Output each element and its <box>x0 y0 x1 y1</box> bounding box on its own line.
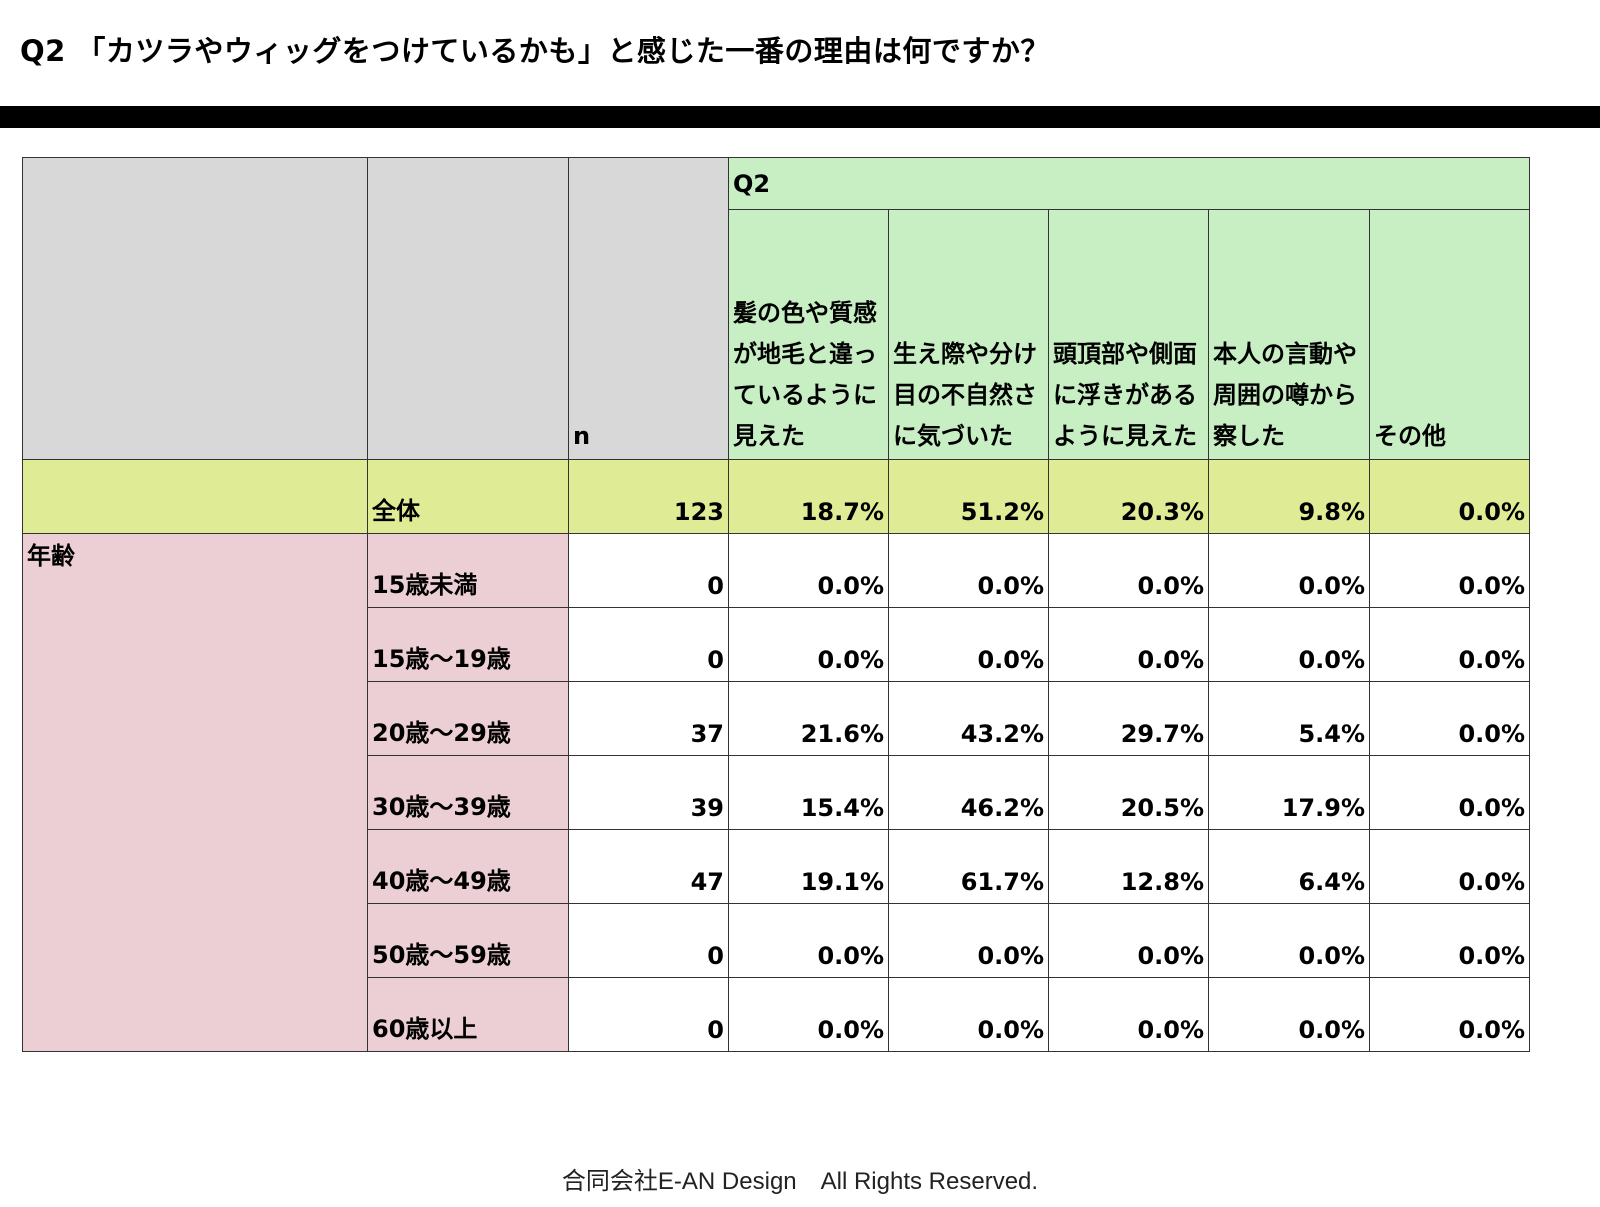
copyright-footer: 合同会社E-AN Design All Rights Reserved. <box>561 1168 1039 1195</box>
row-value: 0.0% <box>1369 533 1530 608</box>
row-value: 0.0% <box>1369 607 1530 682</box>
row-value: 0.0% <box>1208 607 1370 682</box>
header-option: 髪の色や質感が地毛と違っているように見えた <box>728 209 889 460</box>
row-value: 0.0% <box>1208 977 1370 1052</box>
total-value: 51.2% <box>888 459 1049 534</box>
row-label: 40歳〜49歳 <box>367 829 569 904</box>
row-value: 0.0% <box>728 607 889 682</box>
row-value: 61.7% <box>888 829 1049 904</box>
title-divider-bar <box>0 106 1600 128</box>
group-label-age: 年齢 <box>22 533 368 1052</box>
row-value: 0.0% <box>1208 533 1370 608</box>
row-value: 0.0% <box>1369 977 1530 1052</box>
row-value: 19.1% <box>728 829 889 904</box>
row-value: 0.0% <box>1048 607 1209 682</box>
row-value: 17.9% <box>1208 755 1370 830</box>
header-option: その他 <box>1369 209 1530 460</box>
table-row: 20歳〜29歳 37 21.6% 43.2% 29.7% 5.4% 0.0% <box>23 681 1530 756</box>
table-row: 60歳以上 0 0.0% 0.0% 0.0% 0.0% 0.0% <box>23 977 1530 1052</box>
row-value: 0.0% <box>1208 903 1370 978</box>
row-value: 0.0% <box>1048 903 1209 978</box>
total-value: 18.7% <box>728 459 889 534</box>
row-label: 60歳以上 <box>367 977 569 1052</box>
header-blank-cell <box>22 157 368 460</box>
row-n: 39 <box>568 755 729 830</box>
total-row: 全体 123 18.7% 51.2% 20.3% 9.8% 0.0% <box>22 459 1530 534</box>
page-title: Q2 「カツラやウィッグをつけているかも」と感じた一番の理由は何ですか？ <box>20 34 1050 68</box>
crosstab-table: n Q2 髪の色や質感が地毛と違っているように見えた 生え際や分け目の不自然さに… <box>22 157 1530 1052</box>
table-row: 15歳〜19歳 0 0.0% 0.0% 0.0% 0.0% 0.0% <box>23 607 1530 682</box>
row-n: 0 <box>568 903 729 978</box>
total-value: 20.3% <box>1048 459 1209 534</box>
row-n: 0 <box>568 533 729 608</box>
row-value: 20.5% <box>1048 755 1209 830</box>
total-value: 0.0% <box>1369 459 1530 534</box>
table-row: 30歳〜39歳 39 15.4% 46.2% 20.5% 17.9% 0.0% <box>23 755 1530 830</box>
row-value: 0.0% <box>1048 533 1209 608</box>
header-row-question: n Q2 <box>22 157 1530 460</box>
header-option: 頭頂部や側面に浮きがあるように見えた <box>1048 209 1209 460</box>
header-option: 本人の言動や周囲の噂から察した <box>1208 209 1370 460</box>
row-n: 47 <box>568 829 729 904</box>
header-n: n <box>568 157 729 460</box>
row-value: 0.0% <box>728 903 889 978</box>
total-n: 123 <box>568 459 729 534</box>
row-value: 0.0% <box>888 607 1049 682</box>
row-value: 15.4% <box>728 755 889 830</box>
row-value: 43.2% <box>888 681 1049 756</box>
row-label: 20歳〜29歳 <box>367 681 569 756</box>
header-blank-cell <box>367 157 569 460</box>
row-value: 12.8% <box>1048 829 1209 904</box>
total-value: 9.8% <box>1208 459 1370 534</box>
row-value: 0.0% <box>728 977 889 1052</box>
header-option: 生え際や分け目の不自然さに気づいた <box>888 209 1049 460</box>
total-blank-cell <box>22 459 368 534</box>
row-value: 21.6% <box>728 681 889 756</box>
row-n: 37 <box>568 681 729 756</box>
table-row: 50歳〜59歳 0 0.0% 0.0% 0.0% 0.0% 0.0% <box>23 903 1530 978</box>
row-value: 0.0% <box>1369 755 1530 830</box>
row-value: 29.7% <box>1048 681 1209 756</box>
row-n: 0 <box>568 977 729 1052</box>
total-label: 全体 <box>367 459 569 534</box>
row-value: 0.0% <box>888 533 1049 608</box>
row-value: 0.0% <box>1369 681 1530 756</box>
row-value: 0.0% <box>1369 903 1530 978</box>
row-label: 50歳〜59歳 <box>367 903 569 978</box>
row-value: 46.2% <box>888 755 1049 830</box>
row-value: 5.4% <box>1208 681 1370 756</box>
header-question-label: Q2 <box>728 157 1530 210</box>
table-row: 40歳〜49歳 47 19.1% 61.7% 12.8% 6.4% 0.0% <box>23 829 1530 904</box>
row-value: 6.4% <box>1208 829 1370 904</box>
row-value: 0.0% <box>1369 829 1530 904</box>
row-value: 0.0% <box>888 977 1049 1052</box>
row-value: 0.0% <box>888 903 1049 978</box>
header-row-options: 髪の色や質感が地毛と違っているように見えた 生え際や分け目の不自然さに気づいた … <box>23 209 1530 460</box>
row-n: 0 <box>568 607 729 682</box>
row-value: 0.0% <box>1048 977 1209 1052</box>
table-row: 年齢 15歳未満 0 0.0% 0.0% 0.0% 0.0% 0.0% <box>22 533 1530 1052</box>
row-label: 15歳〜19歳 <box>367 607 569 682</box>
row-value: 0.0% <box>728 533 889 608</box>
row-label: 15歳未満 <box>367 533 569 608</box>
row-label: 30歳〜39歳 <box>367 755 569 830</box>
